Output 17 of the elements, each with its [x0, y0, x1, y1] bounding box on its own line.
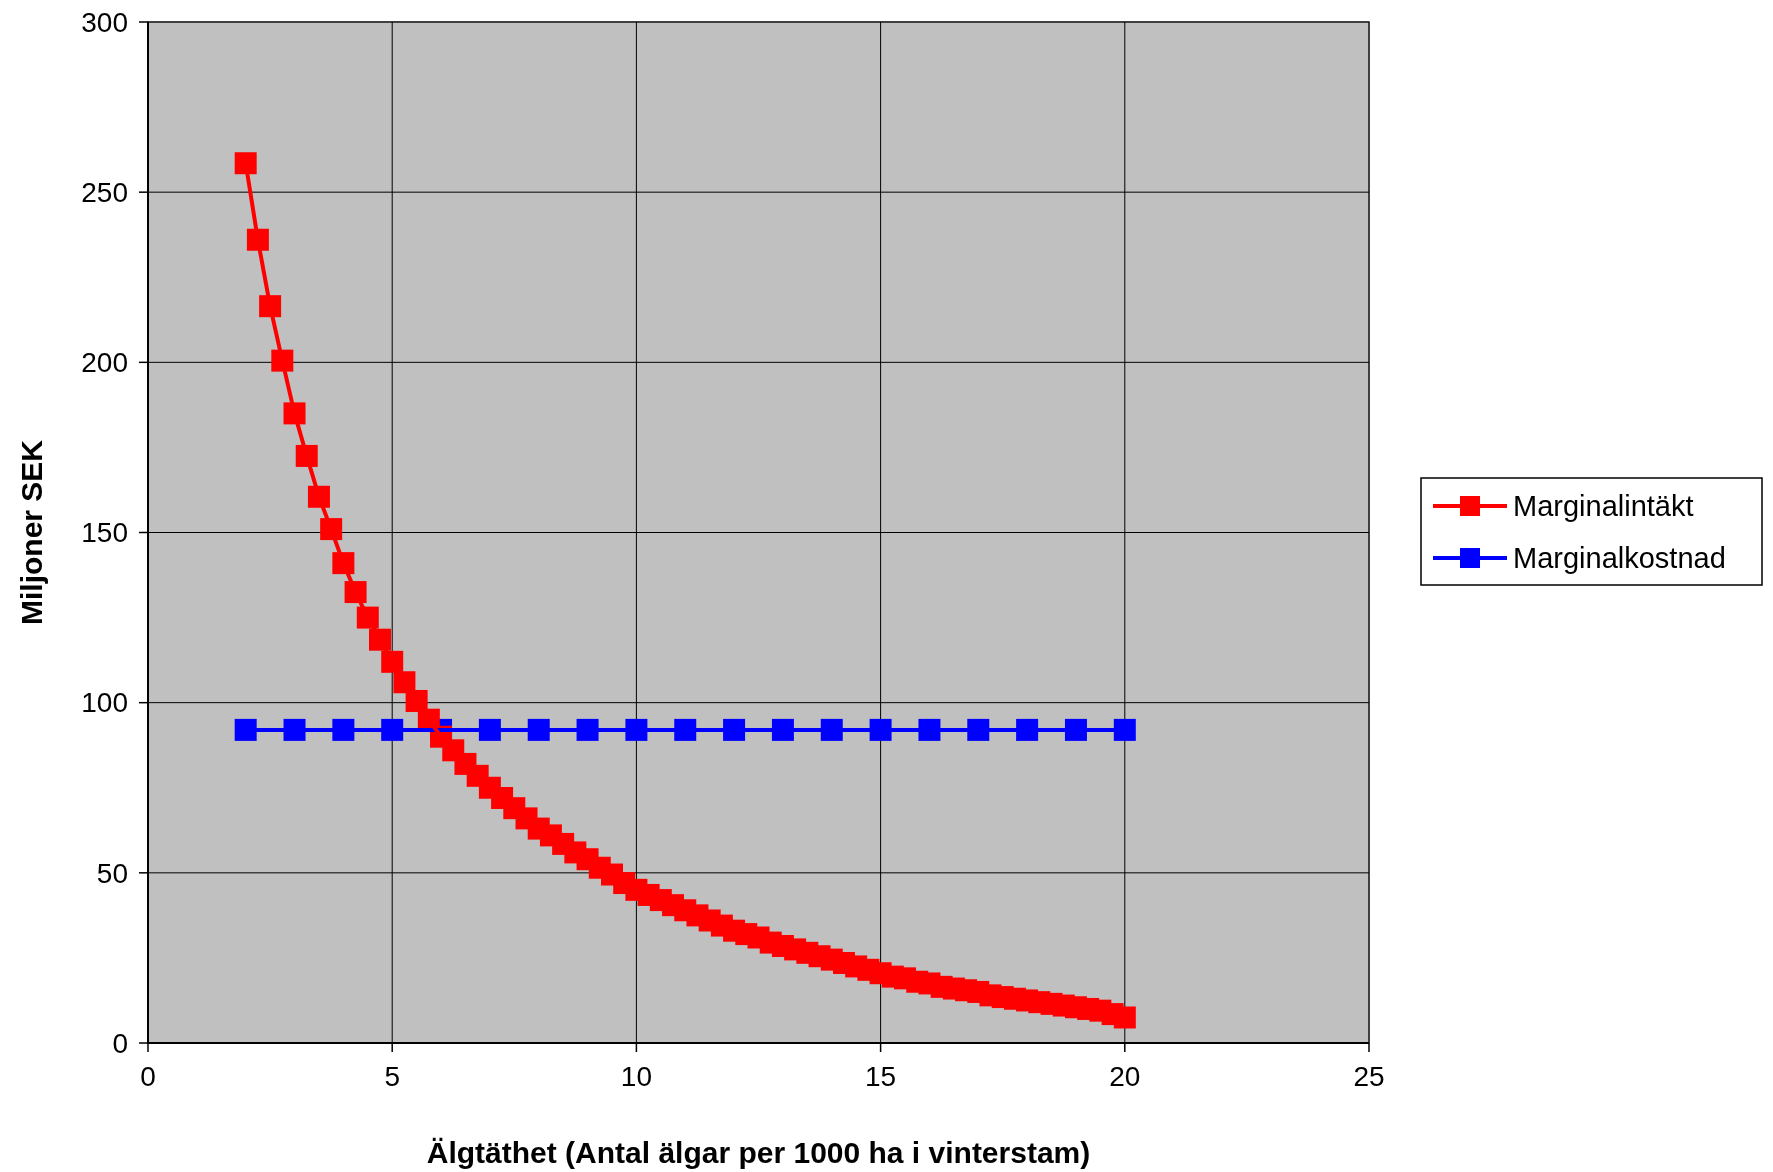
y-axis-title: Miljoner SEK — [15, 439, 48, 626]
x-tick-label: 10 — [620, 1061, 652, 1092]
y-tick-label: 200 — [81, 347, 128, 379]
y-tick-label: 100 — [81, 687, 128, 719]
y-tick-label: 250 — [81, 176, 128, 208]
x-axis-title: Älgtäthet (Antal älgar per 1000 ha i vinterstam) — [426, 1136, 1091, 1169]
legend-label: Marginalintäkt — [1513, 490, 1694, 523]
x-tick-label: 5 — [384, 1061, 400, 1092]
y-tick-label: 150 — [81, 517, 128, 549]
x-tick-label: 15 — [865, 1061, 897, 1092]
x-tick-label: 25 — [1353, 1061, 1385, 1092]
y-tick-label: 0 — [112, 1027, 128, 1059]
legend-label: Marginalkostnad — [1513, 542, 1726, 575]
x-tick-label: 20 — [1109, 1061, 1141, 1092]
y-tick-label: 50 — [96, 857, 128, 889]
y-tick-label: 300 — [81, 6, 128, 38]
x-tick-label: 0 — [140, 1061, 156, 1092]
